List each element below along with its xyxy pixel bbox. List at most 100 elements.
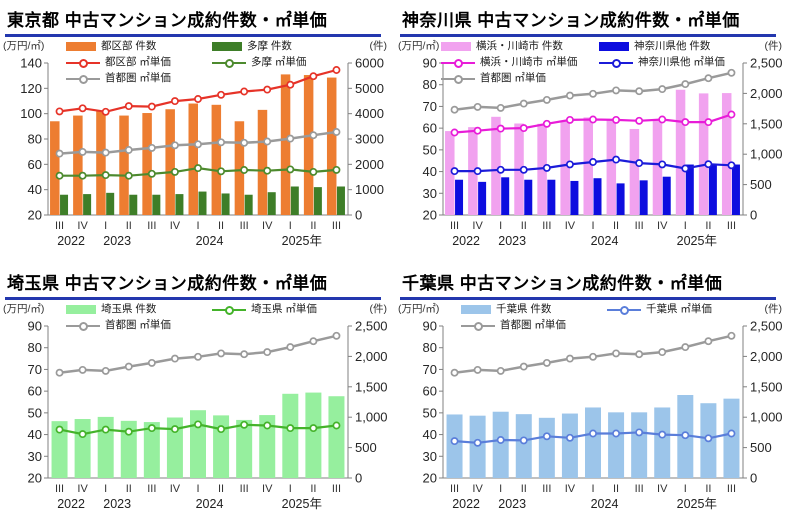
legend-item: 神奈川県他 件数	[599, 40, 725, 53]
svg-text:III: III	[332, 220, 341, 232]
legend-item: 首都圏 ㎡単価	[66, 72, 208, 85]
svg-text:100: 100	[20, 106, 42, 121]
svg-text:90: 90	[423, 319, 437, 334]
chart-canvas-chiba: 20 30 40 50 60 70 80 90 0 500 1,000 1,500 2,000 2,500…	[398, 303, 783, 511]
svg-text:2022: 2022	[57, 234, 85, 248]
svg-text:80: 80	[423, 77, 437, 92]
svg-text:III: III	[727, 483, 736, 495]
svg-text:1,000: 1,000	[355, 410, 388, 425]
svg-text:70: 70	[28, 362, 42, 377]
bar-series-0	[445, 89, 732, 215]
svg-text:30: 30	[28, 449, 42, 464]
legend-label: 埼玉県 件数	[101, 303, 157, 315]
svg-text:2024: 2024	[196, 497, 224, 511]
svg-text:(万円/㎡): (万円/㎡)	[3, 40, 44, 52]
legend-bar-swatch	[66, 42, 96, 51]
svg-text:III: III	[450, 220, 459, 232]
bar-series-1	[60, 186, 345, 215]
svg-text:80: 80	[28, 132, 42, 147]
legend-line-swatch	[66, 57, 100, 68]
svg-text:1,500: 1,500	[355, 379, 388, 394]
axes: 20 40 60 80 100 120 140 0 1000 2000 3000 4000 5000 60…	[3, 40, 387, 223]
svg-text:50: 50	[423, 405, 437, 420]
svg-text:(件): (件)	[370, 303, 388, 315]
panel-kanagawa: 神奈川県 中古マンション成約件数・㎡単価 20 30 40 50 60 70 80 90 0 50…	[395, 0, 790, 263]
svg-text:I: I	[499, 483, 502, 495]
svg-text:III: III	[147, 483, 156, 495]
legend-line-swatch	[66, 320, 100, 331]
svg-text:(件): (件)	[765, 40, 783, 52]
svg-text:5000: 5000	[355, 81, 384, 96]
legend-line-swatch	[212, 57, 246, 68]
panel-tokyo: 東京都 中古マンション成約件数・㎡単価 20 40 60 80 100 120 140 0 10…	[0, 0, 395, 263]
line-series-2	[55, 128, 341, 158]
line-series-1	[55, 331, 341, 377]
svg-text:III: III	[240, 483, 249, 495]
svg-text:II: II	[218, 220, 224, 232]
legend-line-swatch	[607, 304, 641, 315]
svg-text:2022: 2022	[452, 497, 480, 511]
svg-text:4000: 4000	[355, 106, 384, 121]
svg-text:40: 40	[28, 182, 42, 197]
legend-item: 横浜・川崎市 ㎡単価	[441, 56, 595, 69]
panel-saitama: 埼玉県 中古マンション成約件数・㎡単価 20 30 40 50 60 70 80 90 0 500…	[0, 263, 395, 526]
svg-text:50: 50	[28, 405, 42, 420]
svg-text:60: 60	[423, 121, 437, 136]
svg-text:90: 90	[28, 319, 42, 334]
chart-area-chiba: 20 30 40 50 60 70 80 90 0 500 1,000 1,500 2,000 2,500…	[395, 300, 790, 526]
legend-item: 埼玉県 ㎡単価	[212, 303, 317, 316]
svg-text:60: 60	[28, 157, 42, 172]
bar-series-0	[50, 74, 337, 216]
svg-text:60: 60	[28, 384, 42, 399]
svg-text:IV: IV	[77, 220, 88, 232]
bar-series-0	[51, 392, 345, 478]
svg-text:2025年: 2025年	[677, 497, 717, 511]
bar-series-0	[446, 395, 740, 478]
legend-item: 都区部 ㎡単価	[66, 56, 208, 69]
line-series-1	[450, 155, 736, 176]
svg-text:3000: 3000	[355, 132, 384, 147]
legend-line-swatch	[212, 304, 246, 315]
svg-text:II: II	[521, 220, 527, 232]
line-series-0	[450, 428, 736, 447]
svg-text:40: 40	[423, 164, 437, 179]
legend-item: 都区部 件数	[66, 40, 208, 53]
svg-text:IV: IV	[472, 483, 483, 495]
svg-text:50: 50	[423, 142, 437, 157]
svg-text:IV: IV	[657, 483, 668, 495]
svg-text:III: III	[542, 483, 551, 495]
svg-text:II: II	[218, 483, 224, 495]
legend-item: 首都圏 ㎡単価	[66, 319, 208, 332]
svg-text:2022: 2022	[452, 234, 480, 248]
legend-label: 都区部 ㎡単価	[105, 56, 171, 68]
legend-item: 横浜・川崎市 件数	[441, 40, 595, 53]
axes: 20 30 40 50 60 70 80 90 0 500 1,000 1,500 2,000 2,500…	[398, 40, 783, 223]
chart-legend-saitama: 埼玉県 件数 埼玉県 ㎡単価 首都圏 ㎡単価	[66, 303, 317, 332]
svg-text:2024: 2024	[591, 234, 619, 248]
svg-text:30: 30	[423, 186, 437, 201]
svg-text:2023: 2023	[103, 497, 131, 511]
legend-label: 千葉県 ㎡単価	[646, 303, 712, 315]
line-series-0	[55, 66, 341, 116]
svg-text:70: 70	[423, 99, 437, 114]
svg-text:2024: 2024	[196, 234, 224, 248]
svg-text:IV: IV	[657, 220, 668, 232]
legend-line-swatch	[461, 320, 495, 331]
svg-text:III: III	[332, 483, 341, 495]
svg-text:2,500: 2,500	[750, 56, 783, 71]
svg-text:1,500: 1,500	[750, 116, 783, 131]
svg-text:I: I	[684, 483, 687, 495]
svg-text:II: II	[126, 483, 132, 495]
svg-text:0: 0	[355, 471, 362, 486]
svg-text:140: 140	[20, 56, 42, 71]
svg-text:90: 90	[423, 56, 437, 71]
svg-text:III: III	[147, 220, 156, 232]
svg-text:IV: IV	[565, 483, 576, 495]
legend-bar-swatch	[212, 42, 242, 51]
svg-text:2,000: 2,000	[355, 349, 388, 364]
svg-text:2,000: 2,000	[750, 349, 783, 364]
